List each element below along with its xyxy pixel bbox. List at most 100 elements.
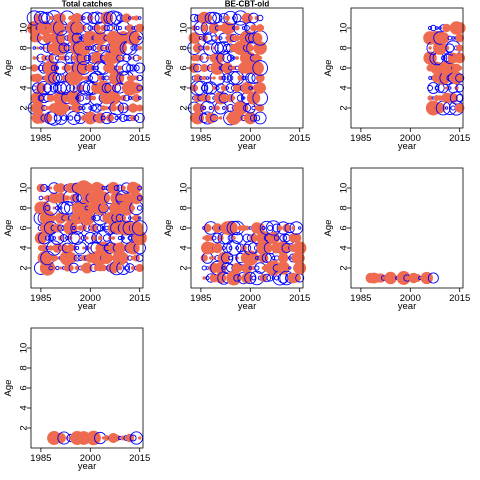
positive-residual-bubble xyxy=(85,236,89,240)
negative-residual-bubble xyxy=(252,60,269,76)
negative-residual-bubble xyxy=(430,24,437,32)
positive-residual-bubble xyxy=(55,32,66,44)
negative-residual-bubble xyxy=(38,195,44,201)
negative-residual-bubble xyxy=(444,106,449,110)
y-tick-label: 2 xyxy=(18,265,29,270)
y-axis-label: Age xyxy=(323,220,334,237)
positive-residual-bubble xyxy=(137,55,142,61)
positive-residual-bubble xyxy=(62,16,66,20)
bubbles xyxy=(187,10,269,126)
positive-residual-bubble xyxy=(238,276,243,280)
x-tick-label: 2000 xyxy=(400,293,421,304)
positive-residual-bubble xyxy=(97,75,104,81)
negative-residual-bubble xyxy=(129,64,137,72)
positive-residual-bubble xyxy=(116,104,124,112)
negative-residual-bubble xyxy=(222,53,233,63)
negative-residual-bubble xyxy=(61,115,67,121)
negative-residual-bubble xyxy=(67,115,74,121)
positive-residual-bubble xyxy=(193,74,202,82)
negative-residual-bubble xyxy=(73,114,81,122)
negative-residual-bubble xyxy=(279,234,287,242)
y-tick-label: 2 xyxy=(178,265,189,270)
negative-residual-bubble xyxy=(73,254,81,262)
negative-residual-bubble xyxy=(130,45,136,51)
positive-residual-bubble xyxy=(113,434,121,442)
y-tick-label: 4 xyxy=(338,85,349,90)
positive-residual-bubble xyxy=(412,273,422,283)
negative-residual-bubble xyxy=(127,56,132,60)
positive-residual-bubble xyxy=(130,265,136,271)
x-tick-label: 2000 xyxy=(80,453,101,464)
y-axis-label: Age xyxy=(323,60,334,77)
positive-residual-bubble xyxy=(86,63,95,73)
negative-residual-bubble xyxy=(76,94,85,102)
negative-residual-bubble xyxy=(242,96,246,100)
positive-residual-bubble xyxy=(126,24,134,32)
negative-residual-bubble xyxy=(201,265,207,271)
positive-residual-bubble xyxy=(261,242,273,254)
negative-residual-bubble xyxy=(49,83,59,93)
positive-residual-bubble xyxy=(454,103,465,113)
negative-residual-bubble xyxy=(32,46,37,50)
positive-residual-bubble xyxy=(117,65,123,71)
bubbles xyxy=(423,21,466,116)
positive-residual-bubble xyxy=(256,24,265,32)
positive-residual-bubble xyxy=(392,276,396,280)
positive-residual-bubble xyxy=(215,116,219,120)
positive-residual-bubble xyxy=(224,15,231,21)
negative-residual-bubble xyxy=(137,35,142,41)
positive-residual-bubble xyxy=(69,194,78,202)
panel-title: Total catches xyxy=(62,0,113,9)
positive-residual-bubble xyxy=(248,252,259,264)
x-tick-label: 1985 xyxy=(190,293,211,304)
y-tick-label: 4 xyxy=(18,85,29,90)
positive-residual-bubble xyxy=(455,33,465,43)
positive-residual-bubble xyxy=(36,46,40,50)
y-tick-label: 10 xyxy=(178,23,189,34)
bubbles xyxy=(365,271,439,285)
y-tick-label: 4 xyxy=(178,85,189,90)
positive-residual-bubble xyxy=(48,15,53,21)
negative-residual-bubble xyxy=(221,75,227,81)
negative-residual-bubble xyxy=(71,225,76,231)
positive-residual-bubble xyxy=(55,256,60,260)
y-tick-label: 8 xyxy=(18,45,29,50)
negative-residual-bubble xyxy=(204,11,217,25)
y-tick-label: 10 xyxy=(178,183,189,194)
negative-residual-bubble xyxy=(103,24,110,32)
plot-frame xyxy=(350,167,464,289)
negative-residual-bubble xyxy=(274,275,280,281)
panel-7: 1985 2000 2015 2 4 6 8 10 year Age xyxy=(3,327,150,472)
negative-residual-bubble xyxy=(195,25,200,31)
negative-residual-bubble xyxy=(94,65,100,71)
negative-residual-bubble xyxy=(134,112,145,124)
positive-residual-bubble xyxy=(231,236,236,240)
positive-residual-bubble xyxy=(103,194,111,202)
positive-residual-bubble xyxy=(249,60,264,76)
negative-residual-bubble xyxy=(121,63,132,73)
negative-residual-bubble xyxy=(136,84,143,92)
positive-residual-bubble xyxy=(291,233,302,243)
negative-residual-bubble xyxy=(50,64,58,72)
negative-residual-bubble xyxy=(73,241,87,255)
y-axis-label: Age xyxy=(3,380,14,397)
negative-residual-bubble xyxy=(248,86,253,90)
negative-residual-bubble xyxy=(81,16,86,20)
x-tick-label: 1985 xyxy=(350,133,371,144)
negative-residual-bubble xyxy=(288,256,292,260)
positive-residual-bubble xyxy=(233,34,241,42)
y-tick-label: 8 xyxy=(338,45,349,50)
panel-1: Total catches 1985 2000 2015 2 4 6 8 10 year Age xyxy=(3,0,150,152)
negative-residual-bubble xyxy=(37,80,52,96)
negative-residual-bubble xyxy=(267,225,273,231)
negative-residual-bubble xyxy=(288,266,292,270)
y-tick-label: 10 xyxy=(338,23,349,34)
positive-residual-bubble xyxy=(86,214,94,222)
y-tick-label: 6 xyxy=(18,65,29,70)
positive-residual-bubble xyxy=(47,54,55,62)
positive-residual-bubble xyxy=(131,183,142,193)
positive-residual-bubble xyxy=(291,273,301,283)
x-axis-label: year xyxy=(398,141,416,152)
negative-residual-bubble xyxy=(205,275,210,281)
positive-residual-bubble xyxy=(220,84,228,92)
